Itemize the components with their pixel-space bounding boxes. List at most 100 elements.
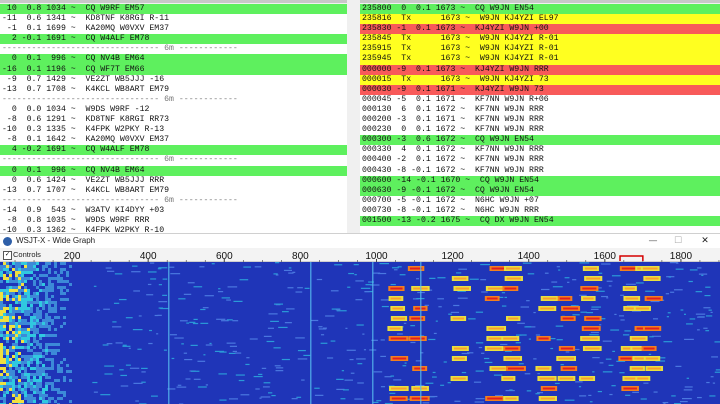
minimize-button[interactable]: — [648,236,658,246]
noise-speck [475,398,485,400]
noise-cell [9,370,12,373]
noise-cell [15,385,18,388]
message-row[interactable]: 000000 -9 0.1 1673 ~ KJ4YZI W9JN RRR [360,64,720,75]
message-row[interactable]: 000630 -9 -0.1 1672 ~ CQ W9JN EN54 [360,185,720,196]
message-row[interactable]: 235945 Tx 1673 ~ W9JN KJ4YZI R-01 [360,54,720,65]
wide-graph-titlebar[interactable]: WSJT-X - Wide Graph — ☐ ✕ [0,233,720,248]
noise-speck [620,319,625,321]
signal-core [583,327,599,330]
message-row[interactable]: 235845 Tx 1673 ~ W9JN KJ4YZI R-01 [360,34,720,45]
message-row[interactable]: 235800 0 0.1 1673 ~ CQ W9JN EN54 [360,4,720,15]
message-row[interactable]: 000015 Tx 1673 ~ W9JN KJ4YZI 73 [360,74,720,85]
pane-splitter[interactable] [347,0,705,233]
noise-cell [36,316,39,319]
message-row[interactable]: 2 -0.1 1691 ~ CQ W4ALF EM78 [0,34,347,45]
noise-cell [24,391,27,394]
waterfall-display[interactable] [0,262,720,404]
message-row[interactable]: 235915 Tx 1673 ~ W9JN KJ4YZI R-01 [360,44,720,55]
noise-cell [9,322,12,325]
noise-cell [3,325,6,328]
message-row[interactable]: 0 0.0 1034 ~ W9DS W9RF -12 [2,104,150,114]
noise-cell [54,352,57,355]
noise-cell [21,322,24,325]
message-row[interactable]: -1 0.1 1699 ~ KA20MQ W0VXV EM37 [2,24,170,34]
noise-cell [33,367,36,370]
message-row[interactable]: -9 0.7 1429 ~ VE2ZT WB5JJJ -16 [2,74,165,84]
noise-speck [162,278,168,280]
message-row[interactable]: 000430 -8 -0.1 1672 ~ KF7NN W9JN RRR [362,165,544,175]
message-row[interactable]: -10 0.3 1362 ~ K4FPK W2PKY R-10 [2,226,165,233]
message-row[interactable]: 235816 Tx 1673 ~ W9JN KJ4YZI EL97 [360,14,720,25]
noise-cell [0,373,3,376]
message-row[interactable]: 000700 -5 -0.1 1672 ~ N6HC W9JN +07 [362,195,539,205]
message-row[interactable]: 0 0.1 996 ~ CQ NV4B EM64 [0,54,347,65]
message-row[interactable]: -16 0.1 1196 ~ CQ WF7T EM66 [0,64,347,75]
message-row[interactable]: -8 0.6 1291 ~ KD8TNF K8RGI RR73 [2,115,170,125]
noise-speck [622,334,630,336]
noise-speck [187,282,195,284]
noise-cell [54,271,57,274]
band-activity-list[interactable]: 10 0.8 1034 ~ CQ W9RF EM57 -11 0.6 1341 ~… [0,4,347,233]
noise-cell [33,292,36,295]
noise-cell [18,352,21,355]
noise-cell [0,325,3,328]
noise-speck [253,375,263,378]
message-row[interactable]: 000045 -5 0.1 1671 ~ KF7NN W9JN R+06 [362,94,549,104]
noise-cell [12,316,15,319]
message-row[interactable]: 0 0.1 996 ~ CQ NV4B EM64 [0,165,347,176]
message-row[interactable]: 001500 -13 -0.2 1675 ~ CQ DX W9JN EN54 [360,215,720,227]
message-row[interactable]: -10 0.3 1335 ~ K4FPK W2PKY R-13 [2,125,165,135]
noise-speck [599,362,604,364]
noise-cell [36,370,39,373]
message-row[interactable]: -13 0.7 1707 ~ K4KCL WB8ART EM79 [2,185,170,195]
tx-frequency-marker[interactable] [619,255,644,261]
noise-cell [9,358,12,361]
noise-cell [54,301,57,304]
message-row[interactable]: 000130 6 0.1 1672 ~ KF7NN W9JN RRR [362,104,544,114]
noise-cell [9,316,12,319]
noise-cell [36,262,39,265]
message-row[interactable]: 235830 -1 0.1 1673 ~ KJ4YZI W9JN +00 [360,24,720,35]
noise-cell [42,394,45,397]
noise-cell [9,277,12,280]
message-row[interactable]: 000030 -9 0.1 1671 ~ KJ4YZI W9JN 73 [360,84,720,95]
controls-checkbox[interactable]: ✓ [3,251,12,260]
message-row[interactable]: 000400 -2 0.1 1672 ~ KF7NN W9JN RRR [362,155,544,165]
noise-cell [12,319,15,322]
message-row[interactable]: -11 0.6 1341 ~ KD8TNF K8RGI R-11 [2,14,170,24]
message-row[interactable]: -13 0.7 1708 ~ K4KCL WB8ART EM79 [2,84,170,94]
message-row[interactable]: -8 0.8 1035 ~ W9DS W9RF RRR [2,215,150,225]
noise-cell [27,301,30,304]
message-row[interactable]: 000600 -14 -0.1 1670 ~ CQ W9JN EN54 [360,175,720,186]
noise-speck [591,306,602,308]
noise-cell [6,271,9,274]
maximize-button[interactable]: ☐ [673,236,683,246]
noise-speck [288,267,292,269]
noise-cell [27,289,30,292]
signal-core [487,287,504,290]
message-row[interactable]: 0 0.6 1424 ~ VE2ZT WB5JJJ RRR [2,175,165,185]
rx-frequency-list[interactable]: 235800 0 0.1 1673 ~ CQ W9JN EN54 235816 T… [360,4,720,233]
noise-speck [183,352,188,354]
message-row[interactable]: 000300 -3 0.6 1672 ~ CQ W9JN EN54 [360,135,720,146]
message-row[interactable]: 000730 -8 -0.1 1672 ~ N6HC W9JN RRR [362,205,539,215]
noise-cell [36,340,39,343]
noise-speck [148,342,153,345]
noise-cell [33,274,36,277]
message-row[interactable]: -14 0.9 543 ~ W3ATV KI4DYY +03 [2,205,165,215]
message-row[interactable]: 000330 4 0.1 1672 ~ KF7NN W9JN RRR [362,145,544,155]
signal-core [392,317,406,320]
noise-cell [24,382,27,385]
noise-cell [6,319,9,322]
noise-speck [474,401,485,403]
message-row[interactable]: 000200 -3 0.1 1671 ~ KF7NN W9JN RRR [362,115,544,125]
message-row[interactable]: 4 -0.2 1691 ~ CQ W4ALF EM78 [0,145,347,156]
message-row[interactable]: -8 0.1 1642 ~ KA20MQ W0VXV EM37 [2,135,170,145]
close-button[interactable]: ✕ [701,236,709,246]
noise-cell [39,352,42,355]
noise-speck [255,388,260,390]
noise-speck [708,309,712,311]
noise-cell [63,262,66,265]
message-row[interactable]: 10 0.8 1034 ~ CQ W9RF EM57 [0,4,347,15]
message-row[interactable]: 000230 0 0.1 1672 ~ KF7NN W9JN RRR [362,125,544,135]
